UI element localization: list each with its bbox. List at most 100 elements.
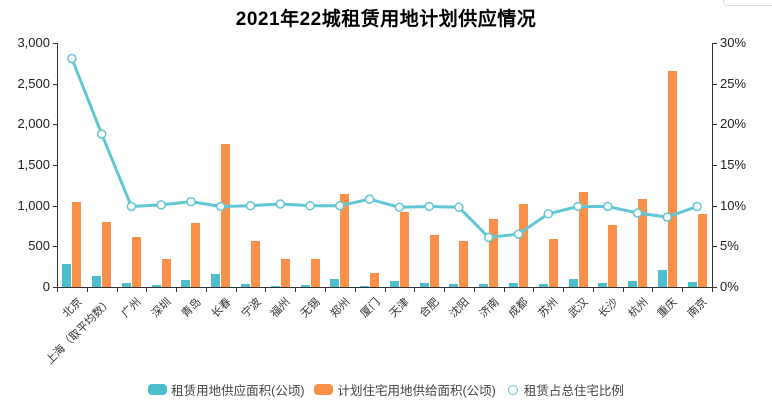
- line-point[interactable]: [632, 208, 643, 218]
- x-axis-label: 沈阳: [447, 296, 472, 321]
- line-point[interactable]: [216, 201, 226, 212]
- bar-rental-supply[interactable]: [628, 281, 638, 287]
- line-point[interactable]: [603, 201, 613, 212]
- y-axis-left-label: 1,000: [17, 197, 50, 213]
- bar-rental-supply[interactable]: [360, 286, 370, 287]
- line-point[interactable]: [186, 196, 196, 207]
- y-axis-left-tick: [53, 205, 57, 207]
- legend-item-rental-supply[interactable]: 租赁用地供应面积(公顷): [148, 380, 304, 399]
- line-point[interactable]: [126, 201, 137, 212]
- line-point[interactable]: [513, 229, 524, 239]
- y-axis-right-label: 0%: [720, 279, 739, 294]
- bar-rental-supply[interactable]: [598, 282, 608, 287]
- bar-rental-supply[interactable]: [92, 276, 102, 287]
- bar-rental-supply[interactable]: [449, 284, 459, 287]
- x-axis-tick: [473, 288, 475, 292]
- bar-planned-residential[interactable]: [667, 70, 677, 287]
- bar-rental-supply[interactable]: [300, 285, 310, 287]
- bar-planned-residential[interactable]: [251, 241, 261, 287]
- legend-swatch-orange: [314, 384, 334, 395]
- chart-title: 2021年22城租赁用地计划供应情况: [235, 9, 537, 30]
- bar-planned-residential[interactable]: [370, 272, 380, 287]
- line-point[interactable]: [96, 129, 107, 139]
- bar-planned-residential[interactable]: [191, 223, 201, 287]
- y-axis-right-label: 10%: [720, 197, 747, 213]
- legend: 租赁用地供应面积(公顷) 计划住宅用地供给面积(公顷) 租赁占总住宅比例: [0, 380, 772, 399]
- bar-rental-supply[interactable]: [657, 269, 667, 287]
- bar-planned-residential[interactable]: [72, 202, 82, 287]
- bar-planned-residential[interactable]: [161, 258, 171, 287]
- x-axis-label: 厦门: [358, 296, 383, 321]
- bar-rental-supply[interactable]: [419, 283, 429, 287]
- y-axis-right-line: [712, 43, 713, 288]
- line-point[interactable]: [424, 201, 434, 212]
- bar-rental-supply[interactable]: [568, 278, 578, 287]
- line-point[interactable]: [454, 202, 464, 213]
- bar-rental-supply[interactable]: [508, 283, 518, 287]
- bar-planned-residential[interactable]: [280, 258, 290, 287]
- bar-planned-residential[interactable]: [518, 203, 528, 287]
- bar-planned-residential[interactable]: [638, 199, 648, 287]
- bar-planned-residential[interactable]: [399, 211, 409, 287]
- bar-rental-supply[interactable]: [211, 274, 221, 287]
- bar-planned-residential[interactable]: [697, 213, 707, 287]
- bar-rental-supply[interactable]: [241, 284, 251, 287]
- line-point[interactable]: [335, 200, 345, 211]
- x-axis-label: 宁波: [239, 296, 264, 321]
- y-axis-right-label: 5%: [720, 238, 739, 254]
- x-axis-tick: [503, 288, 505, 292]
- bar-planned-residential[interactable]: [429, 234, 439, 287]
- bar-planned-residential[interactable]: [102, 221, 112, 287]
- line-point[interactable]: [692, 201, 702, 212]
- bar-rental-supply[interactable]: [151, 285, 161, 287]
- bar-rental-supply[interactable]: [121, 282, 131, 287]
- x-axis-label: 青岛: [179, 296, 204, 321]
- line-point[interactable]: [543, 209, 554, 219]
- line-point[interactable]: [67, 53, 77, 64]
- x-axis-label: 郑州: [328, 296, 353, 321]
- bar-planned-residential[interactable]: [489, 218, 499, 287]
- bar-planned-residential[interactable]: [608, 224, 618, 287]
- line-point[interactable]: [364, 194, 375, 204]
- bar-rental-supply[interactable]: [330, 279, 340, 287]
- bar-rental-supply[interactable]: [270, 285, 280, 287]
- line-point[interactable]: [245, 200, 256, 211]
- x-axis-label: 济南: [477, 296, 502, 321]
- legend-item-planned-residential[interactable]: 计划住宅用地供给面积(公顷): [314, 380, 496, 399]
- bar-planned-residential[interactable]: [310, 259, 320, 287]
- y-axis-right-tick: [713, 246, 717, 248]
- y-axis-right-label: 15%: [720, 157, 747, 172]
- line-point[interactable]: [275, 199, 286, 209]
- bar-rental-supply[interactable]: [479, 283, 489, 287]
- x-axis-tick: [235, 288, 237, 292]
- y-axis-left-label: 1,500: [17, 157, 50, 172]
- ratio-line-series: [67, 53, 702, 243]
- x-axis-label: 长春: [209, 296, 234, 321]
- bar-planned-residential[interactable]: [131, 236, 141, 287]
- bar-planned-residential[interactable]: [459, 241, 469, 287]
- line-point[interactable]: [305, 200, 315, 211]
- legend-label-planned: 计划住宅用地供给面积(公顷): [337, 384, 496, 398]
- y-axis-right-tick: [713, 43, 717, 44]
- y-axis-left-tick: [53, 287, 57, 288]
- x-axis-tick: [354, 288, 356, 292]
- line-point[interactable]: [662, 212, 673, 222]
- bar-planned-residential[interactable]: [340, 193, 350, 287]
- bar-planned-residential[interactable]: [578, 191, 588, 287]
- line-point[interactable]: [156, 200, 166, 210]
- legend-item-rental-ratio[interactable]: 租赁占总住宅比例: [506, 380, 624, 399]
- bar-rental-supply[interactable]: [538, 283, 548, 287]
- bar-planned-residential[interactable]: [221, 143, 231, 287]
- x-axis-label: 深圳: [149, 296, 174, 321]
- y-axis-right-tick: [713, 287, 717, 288]
- bar-rental-supply[interactable]: [687, 281, 697, 287]
- x-axis-tick: [57, 288, 58, 292]
- bar-rental-supply[interactable]: [62, 264, 72, 287]
- line-point[interactable]: [483, 232, 494, 243]
- line-point[interactable]: [573, 201, 583, 212]
- bar-planned-residential[interactable]: [548, 239, 558, 287]
- line-point[interactable]: [394, 202, 405, 213]
- bar-rental-supply[interactable]: [181, 280, 191, 287]
- bar-rental-supply[interactable]: [389, 280, 399, 287]
